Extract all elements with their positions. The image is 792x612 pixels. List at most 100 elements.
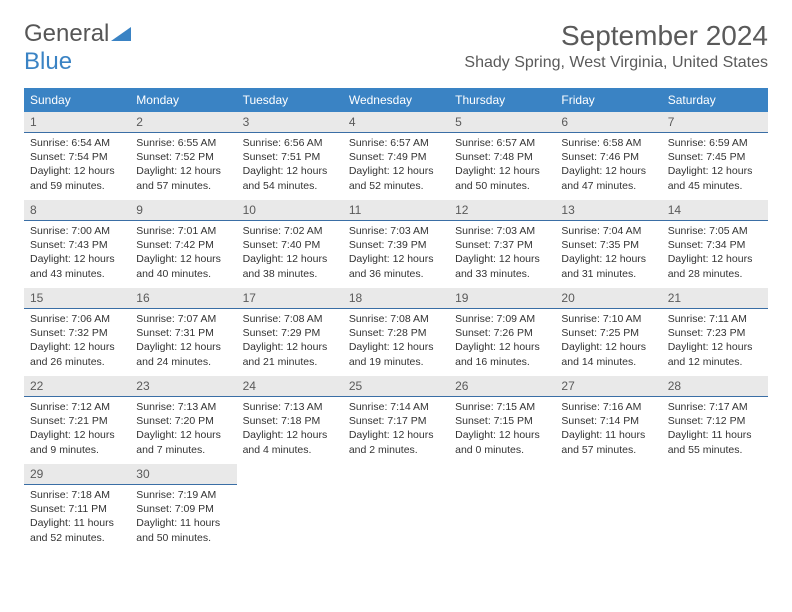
weekday-header: Friday — [555, 88, 661, 112]
daylight-line: Daylight: 12 hours and 50 minutes. — [455, 164, 549, 192]
day-number: 8 — [24, 200, 130, 221]
location-text: Shady Spring, West Virginia, United Stat… — [464, 54, 768, 72]
sunrise-line: Sunrise: 7:18 AM — [30, 488, 124, 502]
calendar-week-row: 22Sunrise: 7:12 AMSunset: 7:21 PMDayligh… — [24, 376, 768, 464]
daylight-line: Daylight: 12 hours and 9 minutes. — [30, 428, 124, 456]
brand-triangle-icon — [111, 20, 131, 47]
sunset-line: Sunset: 7:43 PM — [30, 238, 124, 252]
sunset-line: Sunset: 7:26 PM — [455, 326, 549, 340]
calendar-cell: 29Sunrise: 7:18 AMSunset: 7:11 PMDayligh… — [24, 464, 130, 552]
calendar-cell: 8Sunrise: 7:00 AMSunset: 7:43 PMDaylight… — [24, 200, 130, 288]
day-content: Sunrise: 7:07 AMSunset: 7:31 PMDaylight:… — [130, 309, 236, 375]
calendar-cell: 9Sunrise: 7:01 AMSunset: 7:42 PMDaylight… — [130, 200, 236, 288]
day-number: 15 — [24, 288, 130, 309]
calendar-week-row: 15Sunrise: 7:06 AMSunset: 7:32 PMDayligh… — [24, 288, 768, 376]
daylight-line: Daylight: 12 hours and 19 minutes. — [349, 340, 443, 368]
brand-part2: Blue — [24, 48, 72, 75]
sunset-line: Sunset: 7:23 PM — [668, 326, 762, 340]
day-content: Sunrise: 7:11 AMSunset: 7:23 PMDaylight:… — [662, 309, 768, 375]
sunrise-line: Sunrise: 7:14 AM — [349, 400, 443, 414]
sunrise-line: Sunrise: 7:00 AM — [30, 224, 124, 238]
day-number: 21 — [662, 288, 768, 309]
calendar-body: 1Sunrise: 6:54 AMSunset: 7:54 PMDaylight… — [24, 112, 768, 552]
day-content: Sunrise: 7:14 AMSunset: 7:17 PMDaylight:… — [343, 397, 449, 463]
calendar-cell — [555, 464, 661, 552]
daylight-line: Daylight: 12 hours and 31 minutes. — [561, 252, 655, 280]
daylight-line: Daylight: 12 hours and 12 minutes. — [668, 340, 762, 368]
sunrise-line: Sunrise: 6:57 AM — [349, 136, 443, 150]
day-content: Sunrise: 7:18 AMSunset: 7:11 PMDaylight:… — [24, 485, 130, 551]
day-content: Sunrise: 6:56 AMSunset: 7:51 PMDaylight:… — [237, 133, 343, 199]
day-number: 19 — [449, 288, 555, 309]
day-content: Sunrise: 7:17 AMSunset: 7:12 PMDaylight:… — [662, 397, 768, 463]
day-number: 7 — [662, 112, 768, 133]
calendar-cell: 2Sunrise: 6:55 AMSunset: 7:52 PMDaylight… — [130, 112, 236, 200]
month-title: September 2024 — [464, 20, 768, 52]
sunset-line: Sunset: 7:25 PM — [561, 326, 655, 340]
day-number: 13 — [555, 200, 661, 221]
day-number: 16 — [130, 288, 236, 309]
sunrise-line: Sunrise: 7:01 AM — [136, 224, 230, 238]
day-number: 1 — [24, 112, 130, 133]
sunrise-line: Sunrise: 7:16 AM — [561, 400, 655, 414]
calendar-cell: 5Sunrise: 6:57 AMSunset: 7:48 PMDaylight… — [449, 112, 555, 200]
sunrise-line: Sunrise: 7:13 AM — [136, 400, 230, 414]
sunset-line: Sunset: 7:35 PM — [561, 238, 655, 252]
sunrise-line: Sunrise: 7:03 AM — [455, 224, 549, 238]
daylight-line: Daylight: 12 hours and 47 minutes. — [561, 164, 655, 192]
weekday-header-row: SundayMondayTuesdayWednesdayThursdayFrid… — [24, 88, 768, 112]
day-content: Sunrise: 7:10 AMSunset: 7:25 PMDaylight:… — [555, 309, 661, 375]
day-content: Sunrise: 7:12 AMSunset: 7:21 PMDaylight:… — [24, 397, 130, 463]
daylight-line: Daylight: 11 hours and 55 minutes. — [668, 428, 762, 456]
calendar-cell: 27Sunrise: 7:16 AMSunset: 7:14 PMDayligh… — [555, 376, 661, 464]
brand-part1: General — [24, 20, 109, 47]
calendar-cell: 4Sunrise: 6:57 AMSunset: 7:49 PMDaylight… — [343, 112, 449, 200]
calendar-cell: 20Sunrise: 7:10 AMSunset: 7:25 PMDayligh… — [555, 288, 661, 376]
weekday-header: Saturday — [662, 88, 768, 112]
sunset-line: Sunset: 7:29 PM — [243, 326, 337, 340]
daylight-line: Daylight: 12 hours and 52 minutes. — [349, 164, 443, 192]
day-content: Sunrise: 6:57 AMSunset: 7:48 PMDaylight:… — [449, 133, 555, 199]
calendar-table: SundayMondayTuesdayWednesdayThursdayFrid… — [24, 88, 768, 552]
day-content: Sunrise: 6:55 AMSunset: 7:52 PMDaylight:… — [130, 133, 236, 199]
sunset-line: Sunset: 7:11 PM — [30, 502, 124, 516]
sunrise-line: Sunrise: 7:05 AM — [668, 224, 762, 238]
calendar-cell: 1Sunrise: 6:54 AMSunset: 7:54 PMDaylight… — [24, 112, 130, 200]
sunrise-line: Sunrise: 7:17 AM — [668, 400, 762, 414]
calendar-cell: 30Sunrise: 7:19 AMSunset: 7:09 PMDayligh… — [130, 464, 236, 552]
day-number: 18 — [343, 288, 449, 309]
calendar-cell — [662, 464, 768, 552]
daylight-line: Daylight: 12 hours and 40 minutes. — [136, 252, 230, 280]
sunset-line: Sunset: 7:34 PM — [668, 238, 762, 252]
calendar-cell: 12Sunrise: 7:03 AMSunset: 7:37 PMDayligh… — [449, 200, 555, 288]
calendar-week-row: 1Sunrise: 6:54 AMSunset: 7:54 PMDaylight… — [24, 112, 768, 200]
daylight-line: Daylight: 12 hours and 24 minutes. — [136, 340, 230, 368]
sunset-line: Sunset: 7:48 PM — [455, 150, 549, 164]
daylight-line: Daylight: 12 hours and 16 minutes. — [455, 340, 549, 368]
daylight-line: Daylight: 12 hours and 45 minutes. — [668, 164, 762, 192]
sunrise-line: Sunrise: 7:15 AM — [455, 400, 549, 414]
daylight-line: Daylight: 12 hours and 54 minutes. — [243, 164, 337, 192]
sunset-line: Sunset: 7:20 PM — [136, 414, 230, 428]
sunrise-line: Sunrise: 6:54 AM — [30, 136, 124, 150]
weekday-header: Thursday — [449, 88, 555, 112]
day-number: 5 — [449, 112, 555, 133]
day-content: Sunrise: 7:03 AMSunset: 7:37 PMDaylight:… — [449, 221, 555, 287]
calendar-cell: 28Sunrise: 7:17 AMSunset: 7:12 PMDayligh… — [662, 376, 768, 464]
calendar-cell: 10Sunrise: 7:02 AMSunset: 7:40 PMDayligh… — [237, 200, 343, 288]
sunset-line: Sunset: 7:12 PM — [668, 414, 762, 428]
day-number: 26 — [449, 376, 555, 397]
sunset-line: Sunset: 7:51 PM — [243, 150, 337, 164]
sunrise-line: Sunrise: 7:10 AM — [561, 312, 655, 326]
day-number: 22 — [24, 376, 130, 397]
daylight-line: Daylight: 12 hours and 21 minutes. — [243, 340, 337, 368]
day-number: 3 — [237, 112, 343, 133]
day-number: 10 — [237, 200, 343, 221]
day-number: 27 — [555, 376, 661, 397]
day-number: 12 — [449, 200, 555, 221]
calendar-cell — [343, 464, 449, 552]
calendar-cell: 7Sunrise: 6:59 AMSunset: 7:45 PMDaylight… — [662, 112, 768, 200]
calendar-cell: 24Sunrise: 7:13 AMSunset: 7:18 PMDayligh… — [237, 376, 343, 464]
calendar-cell: 25Sunrise: 7:14 AMSunset: 7:17 PMDayligh… — [343, 376, 449, 464]
calendar-cell: 6Sunrise: 6:58 AMSunset: 7:46 PMDaylight… — [555, 112, 661, 200]
